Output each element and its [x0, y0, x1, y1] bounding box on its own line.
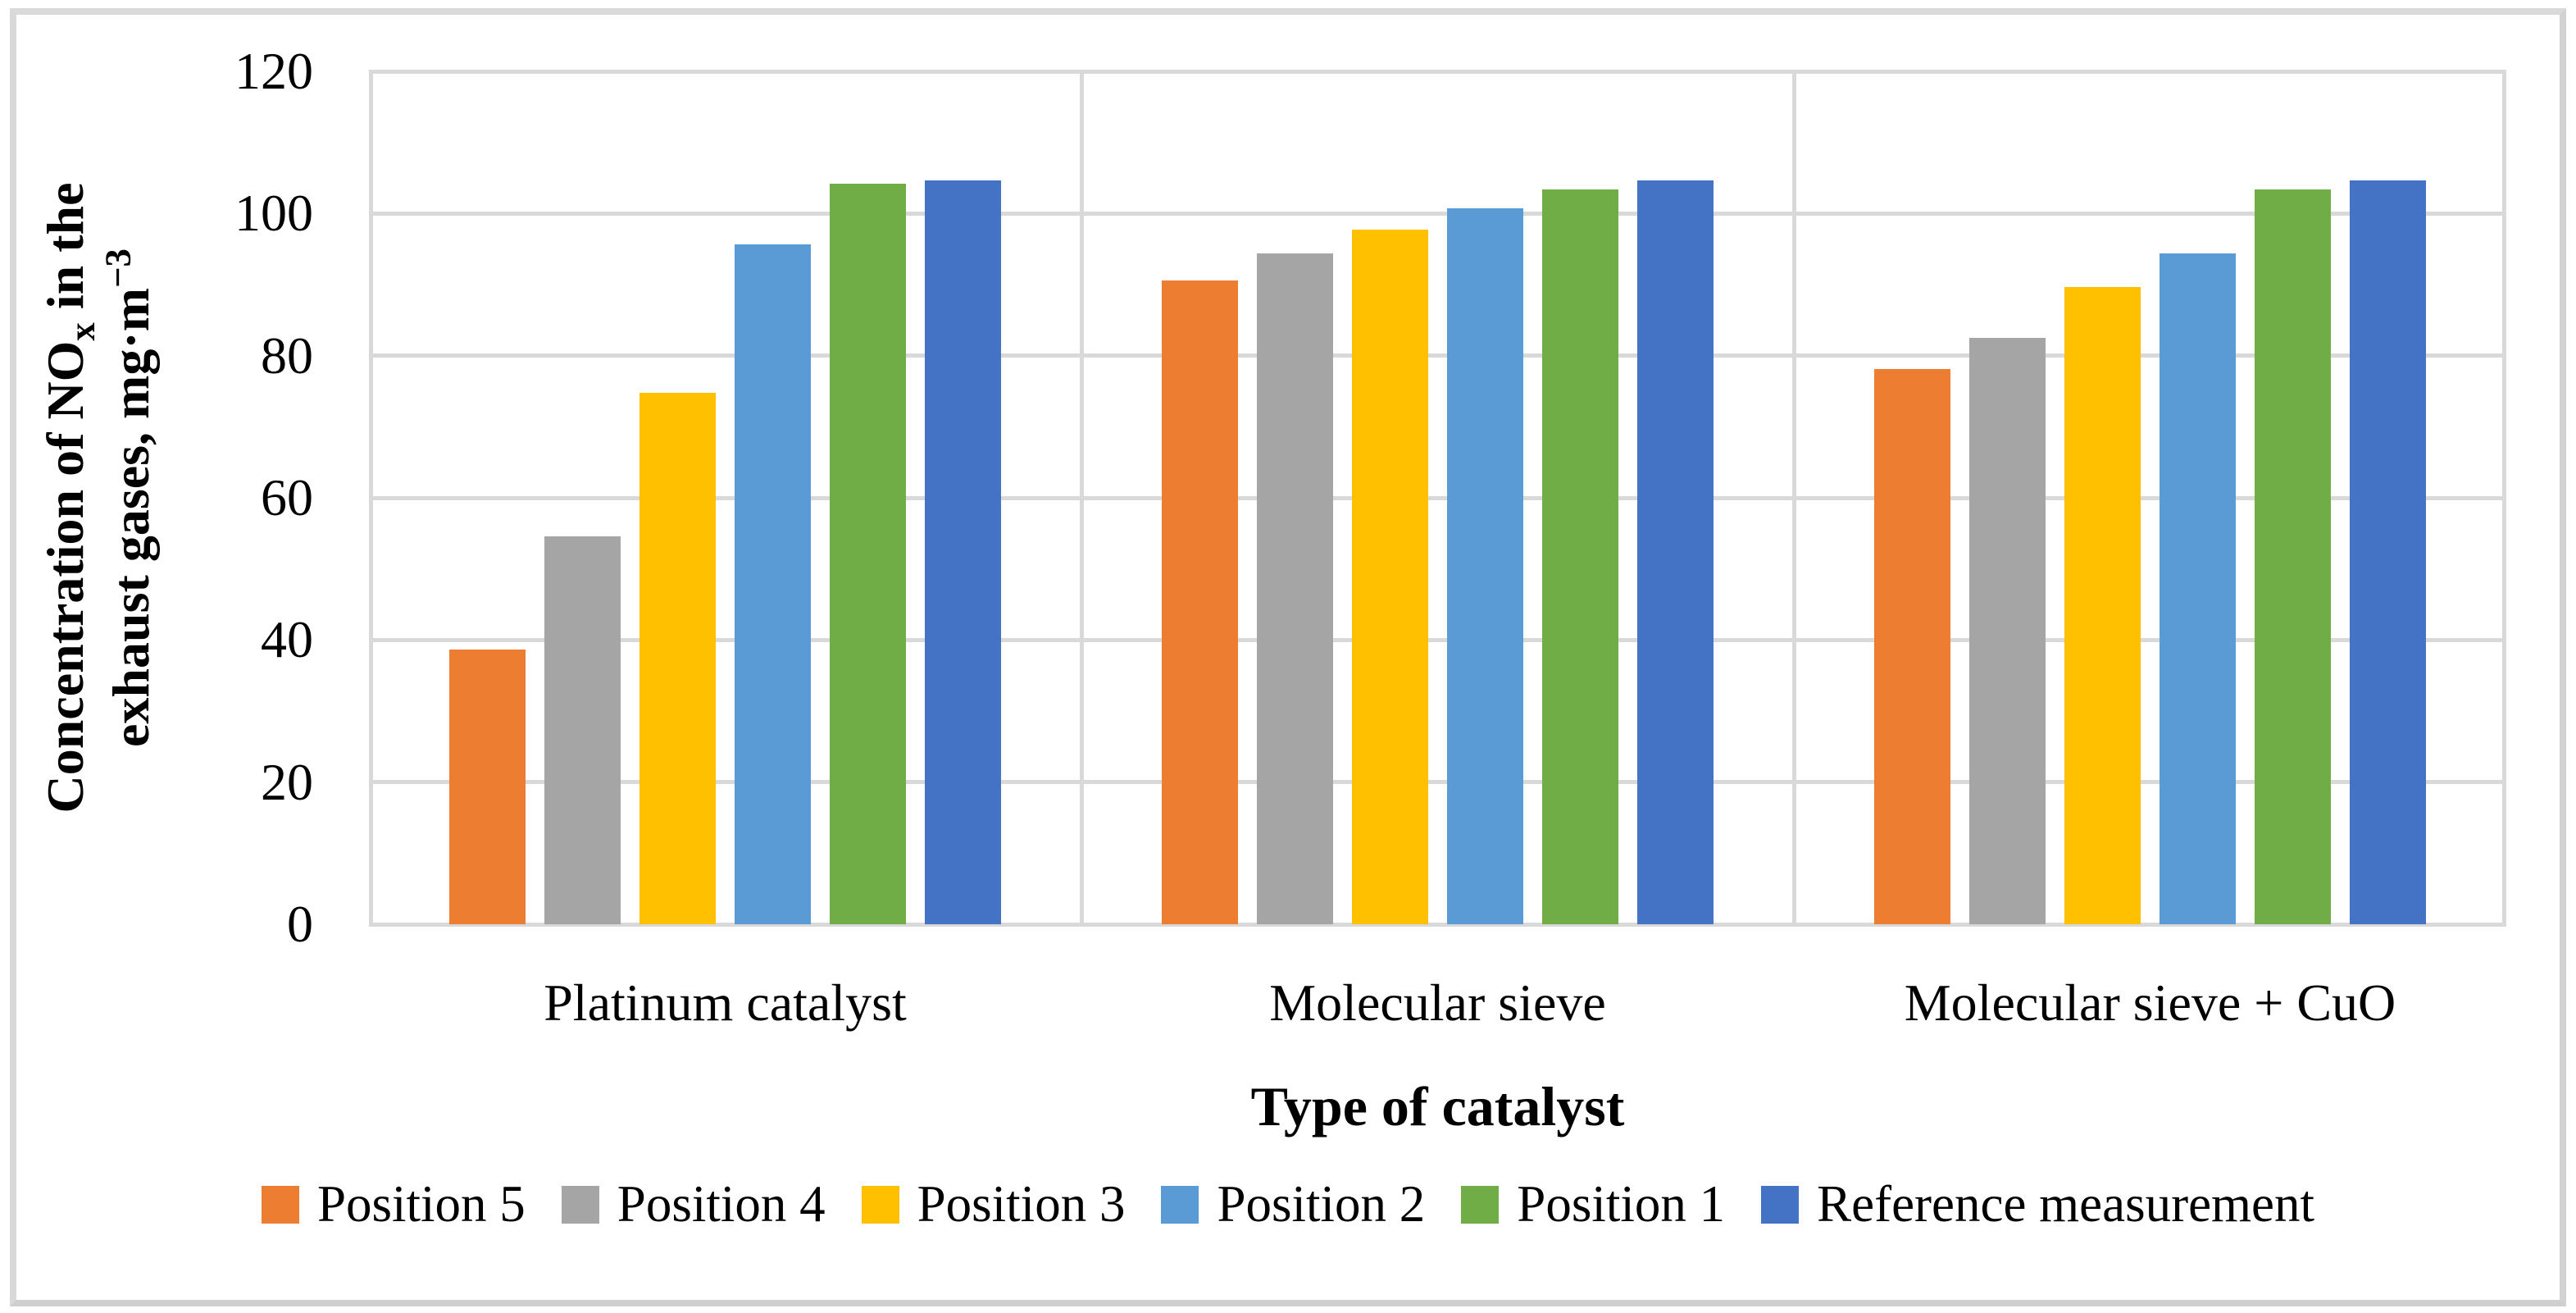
legend-swatch-position-4 [561, 1185, 599, 1224]
legend: Position 5 Position 4 Position 3 Position 2… [0, 1174, 2576, 1234]
category-label-molecular-sieve: Molecular sieve [1269, 973, 1606, 1032]
bar-position-1-molecular-sieve [1542, 189, 1618, 924]
bar-position-5-platinum-catalyst [449, 650, 526, 924]
bar-position-2-molecular-sieve-cuo [2160, 253, 2236, 924]
y-axis-line [369, 71, 373, 924]
legend-label-position-4: Position 4 [617, 1175, 826, 1233]
y-tick-label-20: 20 [261, 753, 313, 811]
bar-position-1-molecular-sieve-cuo [2255, 189, 2331, 924]
legend-swatch-position-3 [861, 1185, 899, 1224]
legend-label-position-5: Position 5 [316, 1175, 526, 1233]
bar-reference-measurement-molecular-sieve [1637, 180, 1714, 924]
legend-item-position-2: Position 2 [1161, 1174, 1425, 1234]
legend-label-position-1: Position 1 [1517, 1175, 1726, 1233]
y-tick-label-60: 60 [261, 468, 313, 527]
legend-label-position-2: Position 2 [1217, 1175, 1426, 1233]
bar-position-4-molecular-sieve-cuo [1969, 338, 2046, 924]
plot-right-border [2502, 71, 2506, 924]
bar-reference-measurement-platinum-catalyst [925, 180, 1001, 924]
y-tick-label-40: 40 [261, 610, 313, 668]
bar-position-5-molecular-sieve-cuo [1874, 369, 1950, 924]
legend-item-position-1: Position 1 [1461, 1174, 1725, 1234]
gridline-y-100 [369, 212, 2506, 216]
legend-item-position-5: Position 5 [261, 1174, 526, 1234]
gridline-y-40 [369, 638, 2506, 642]
gridline-y-20 [369, 780, 2506, 784]
bar-reference-measurement-molecular-sieve-cuo [2350, 180, 2426, 924]
x-axis-title: Type of catalyst [1250, 1075, 1625, 1137]
y-tick-label-80: 80 [261, 326, 313, 385]
plot-area [369, 70, 2506, 927]
bar-position-2-platinum-catalyst [735, 244, 811, 924]
legend-item-position-4: Position 4 [561, 1174, 826, 1234]
bar-position-3-molecular-sieve-cuo [2064, 287, 2141, 924]
gridline-y-60 [369, 496, 2506, 500]
category-group-molecular-sieve [1081, 71, 1794, 924]
legend-swatch-position-5 [261, 1185, 299, 1224]
legend-item-position-3: Position 3 [861, 1174, 1126, 1234]
category-group-platinum-catalyst [369, 71, 1081, 924]
category-separator-line [1792, 71, 1796, 924]
legend-item-reference-measurement: Reference measurement [1761, 1174, 2314, 1234]
bar-position-4-platinum-catalyst [544, 536, 621, 924]
bar-position-5-molecular-sieve [1162, 280, 1238, 924]
legend-swatch-position-2 [1161, 1185, 1199, 1224]
bar-position-3-molecular-sieve [1352, 230, 1428, 924]
legend-label-reference-measurement: Reference measurement [1817, 1175, 2315, 1233]
y-tick-label-0: 0 [287, 895, 313, 953]
y-tick-label-120: 120 [234, 42, 313, 100]
bar-position-3-platinum-catalyst [639, 393, 716, 924]
bar-position-4-molecular-sieve [1257, 253, 1333, 924]
gridline-y-120 [369, 70, 2506, 74]
gridline-y-80 [369, 353, 2506, 358]
legend-swatch-position-1 [1461, 1185, 1500, 1224]
gridline-y-0 [369, 923, 2506, 927]
bar-position-2-molecular-sieve [1447, 208, 1523, 924]
category-label-molecular-sieve-cuo: Molecular sieve + CuO [1904, 973, 2396, 1032]
legend-swatch-reference-measurement [1761, 1185, 1800, 1224]
category-label-platinum-catalyst: Platinum catalyst [544, 973, 907, 1032]
superscript-minus3: −3 [97, 248, 139, 288]
bar-position-1-platinum-catalyst [830, 184, 906, 924]
y-tick-label-100: 100 [234, 184, 313, 242]
category-separator-line [1080, 71, 1084, 924]
category-group-molecular-sieve-cuo [1794, 71, 2506, 924]
legend-label-position-3: Position 3 [917, 1175, 1126, 1233]
bars-layer [369, 71, 2506, 924]
